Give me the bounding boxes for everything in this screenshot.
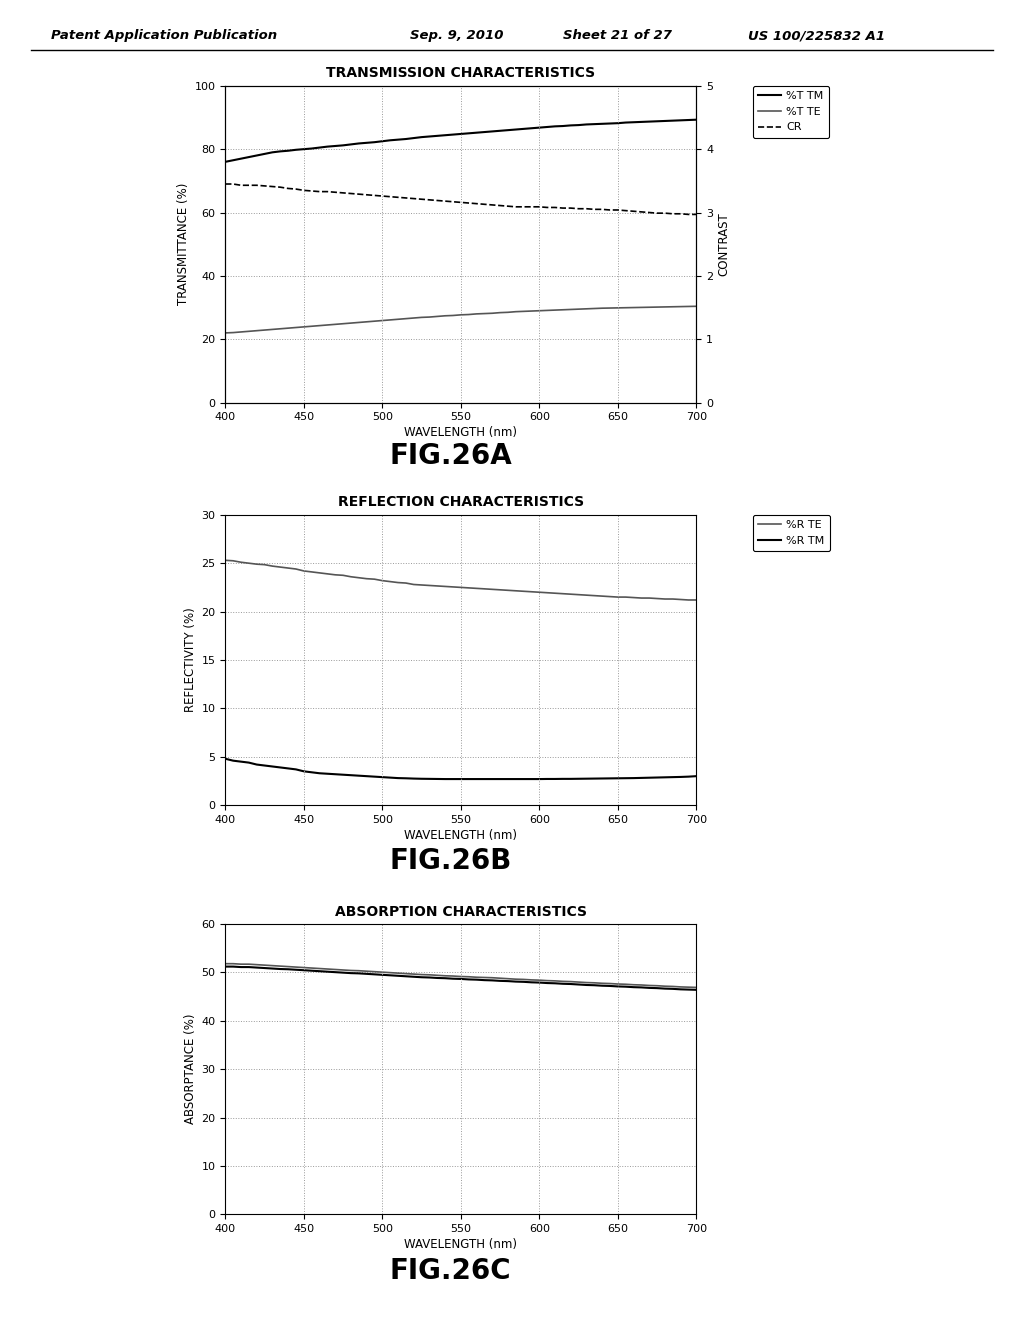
X-axis label: WAVELENGTH (nm): WAVELENGTH (nm) [404, 426, 517, 440]
Title: TRANSMISSION CHARACTERISTICS: TRANSMISSION CHARACTERISTICS [327, 66, 595, 81]
Text: US 100/225832 A1: US 100/225832 A1 [748, 29, 885, 42]
Text: FIG.26C: FIG.26C [390, 1257, 511, 1284]
Text: Patent Application Publication: Patent Application Publication [51, 29, 278, 42]
Legend: %R TE, %R TM: %R TE, %R TM [753, 515, 830, 552]
Legend: %T TM, %T TE, CR: %T TM, %T TE, CR [753, 86, 829, 139]
Title: REFLECTION CHARACTERISTICS: REFLECTION CHARACTERISTICS [338, 495, 584, 510]
Y-axis label: ABSORPTANCE (%): ABSORPTANCE (%) [184, 1014, 198, 1125]
Text: FIG.26A: FIG.26A [389, 442, 512, 470]
X-axis label: WAVELENGTH (nm): WAVELENGTH (nm) [404, 1238, 517, 1251]
Y-axis label: REFLECTIVITY (%): REFLECTIVITY (%) [184, 607, 198, 713]
Text: Sep. 9, 2010: Sep. 9, 2010 [410, 29, 503, 42]
Title: ABSORPTION CHARACTERISTICS: ABSORPTION CHARACTERISTICS [335, 904, 587, 919]
X-axis label: WAVELENGTH (nm): WAVELENGTH (nm) [404, 829, 517, 842]
Y-axis label: TRANSMITTANCE (%): TRANSMITTANCE (%) [177, 183, 190, 305]
Text: Sheet 21 of 27: Sheet 21 of 27 [563, 29, 672, 42]
Text: FIG.26B: FIG.26B [389, 847, 512, 875]
Y-axis label: CONTRAST: CONTRAST [718, 213, 730, 276]
